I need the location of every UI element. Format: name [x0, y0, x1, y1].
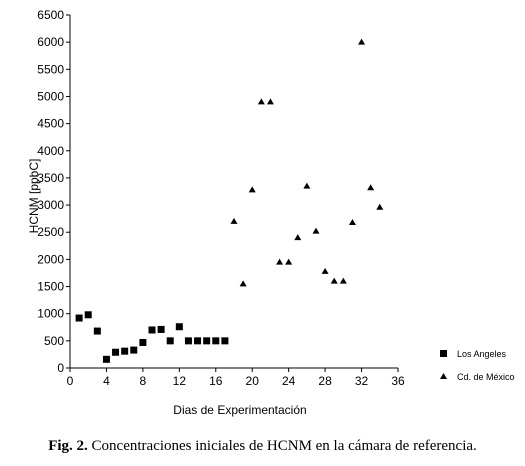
x-axis-ticks: 0 4 8 12 16 20 24 28 32 36	[67, 368, 405, 388]
y-tick-label: 1000	[37, 307, 64, 321]
x-tick-label: 8	[140, 374, 147, 388]
x-tick-label: 16	[209, 374, 223, 388]
cd-de-mexico-point	[239, 280, 247, 287]
y-axis-ticks: 0 500 1000 1500 2000 2500 3000 3500 4000 4500 5000…	[37, 8, 70, 375]
cd-de-mexico-point	[230, 217, 238, 224]
cd-de-mexico-point	[276, 258, 284, 265]
legend-label-los-angeles: Los Angeles	[457, 349, 507, 359]
y-tick-label: 6500	[37, 8, 64, 22]
legend-label-cd-de-mexico: Cd. de México	[457, 372, 515, 382]
cd-de-mexico-point	[248, 186, 256, 193]
y-tick-label: 0	[57, 361, 64, 375]
los-angeles-point	[157, 325, 165, 333]
x-tick-label: 36	[391, 374, 405, 388]
los-angeles-point	[93, 327, 101, 335]
legend-marker-los-angeles	[440, 350, 447, 357]
y-tick-label: 1500	[37, 280, 64, 294]
los-angeles-point	[112, 348, 120, 356]
cd-de-mexico-point	[257, 98, 265, 105]
los-angeles-point	[194, 337, 202, 345]
figure-caption: Fig. 2. Concentraciones iniciales de HCN…	[0, 438, 525, 455]
caption-label: Fig. 2.	[48, 438, 88, 454]
y-tick-label: 4500	[37, 117, 64, 131]
legend: Los Angeles Cd. de México	[440, 349, 515, 382]
cd-de-mexico-point	[312, 227, 320, 234]
los-angeles-point	[175, 323, 183, 331]
x-tick-label: 0	[67, 374, 74, 388]
x-tick-label: 20	[246, 374, 260, 388]
y-tick-label: 500	[44, 334, 64, 348]
cd-de-mexico-point	[330, 277, 338, 284]
los-angeles-point	[166, 337, 174, 345]
cd-de-mexico-point	[303, 182, 311, 189]
data-points	[75, 38, 384, 363]
cd-de-mexico-point	[358, 38, 366, 45]
cd-de-mexico-point	[339, 277, 347, 284]
cd-de-mexico-point	[266, 98, 274, 105]
chart-axes	[69, 15, 398, 369]
y-tick-label: 2500	[37, 225, 64, 239]
los-angeles-point	[184, 337, 192, 345]
x-tick-label: 24	[282, 374, 296, 388]
y-tick-label: 3000	[37, 198, 64, 212]
cd-de-mexico-point	[348, 218, 356, 225]
los-angeles-point	[148, 326, 156, 334]
los-angeles-point	[212, 337, 220, 345]
x-axis-label: Dias de Experimentación	[173, 403, 306, 417]
los-angeles-point	[130, 346, 138, 354]
y-tick-label: 3500	[37, 171, 64, 185]
caption-text: Concentraciones iniciales de HCNM en la …	[87, 438, 477, 454]
x-tick-label: 12	[173, 374, 187, 388]
y-tick-label: 4000	[37, 144, 64, 158]
y-axis-label: HCNM [ppbC]	[27, 159, 41, 234]
cd-de-mexico-point	[321, 267, 329, 274]
cd-de-mexico-point	[294, 234, 302, 241]
los-angeles-point	[139, 338, 147, 346]
legend-marker-cd-de-mexico	[440, 373, 447, 379]
x-tick-label: 4	[103, 374, 110, 388]
y-tick-label: 2000	[37, 252, 64, 266]
los-angeles-point	[102, 355, 110, 363]
los-angeles-point	[203, 337, 211, 345]
los-angeles-point	[221, 337, 229, 345]
x-tick-label: 32	[355, 374, 369, 388]
y-tick-label: 5500	[37, 62, 64, 76]
cd-de-mexico-point	[367, 184, 375, 191]
cd-de-mexico-point	[376, 203, 384, 210]
y-tick-label: 5000	[37, 89, 64, 103]
y-tick-label: 6000	[37, 35, 64, 49]
los-angeles-point	[121, 347, 129, 355]
cd-de-mexico-point	[285, 258, 293, 265]
los-angeles-point	[75, 314, 83, 322]
los-angeles-point	[84, 311, 92, 319]
x-tick-label: 28	[318, 374, 332, 388]
